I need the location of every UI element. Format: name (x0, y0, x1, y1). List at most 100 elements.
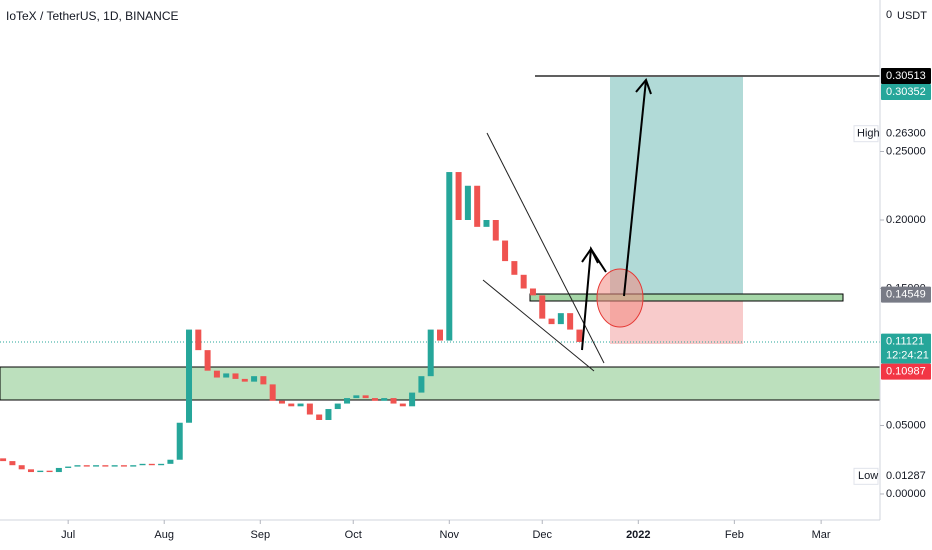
candle-body (223, 373, 230, 378)
x-tick-label: 2022 (626, 529, 650, 541)
x-tick-label: Feb (725, 529, 744, 541)
candle-body (27, 469, 34, 473)
price-marker (881, 363, 931, 380)
candle-body (55, 467, 62, 473)
candle-body (241, 378, 248, 382)
candle-body (83, 465, 90, 467)
candle-body (251, 376, 258, 382)
candle-body (344, 398, 351, 404)
x-tick-label: Dec (532, 529, 552, 541)
axis-top-label: 0 (886, 9, 892, 21)
chart-title: IoTeX / TetherUS, 1D, BINANCE (6, 9, 179, 23)
x-tick-label: Oct (345, 529, 362, 541)
candle-body (111, 465, 118, 467)
candle-body (511, 261, 518, 275)
candle-body (18, 465, 25, 470)
candle-body (176, 422, 183, 460)
candle-body (520, 274, 527, 289)
candle-body (74, 465, 81, 467)
candle-body (102, 465, 109, 467)
x-tick-label: Jul (61, 529, 75, 541)
x-tick-label: Nov (440, 529, 460, 541)
candle-body (213, 370, 220, 378)
candle-body (269, 384, 276, 401)
price-marker-label: 0.30513 (886, 70, 926, 82)
x-tick-label: Aug (154, 529, 174, 541)
candle-body (139, 463, 146, 466)
candle-body (353, 395, 360, 399)
candle-body (120, 465, 127, 467)
candle-body (446, 172, 453, 341)
price-marker-label: 0.14549 (886, 289, 926, 301)
y-tick-label: 0.00000 (886, 488, 926, 500)
candle-body (306, 403, 313, 415)
price-marker (881, 67, 931, 84)
candle-body (427, 329, 434, 377)
candle-body (362, 395, 369, 399)
candle-body (502, 240, 509, 262)
candle-body (390, 398, 397, 404)
high-value: 0.26300 (886, 128, 926, 140)
candle-body (455, 172, 462, 220)
candle-body (529, 288, 536, 296)
candle-body (464, 185, 471, 220)
entry-circle (596, 268, 644, 328)
candle-body (278, 400, 285, 404)
x-tick-label: Mar (812, 529, 831, 541)
wedge-lower (482, 279, 595, 372)
candle-body (186, 329, 193, 423)
price-marker (881, 286, 931, 303)
high-label: High (857, 128, 880, 140)
candle-body (334, 403, 341, 410)
price-marker-label: 0.10987 (886, 366, 926, 378)
candle-body (316, 414, 323, 420)
countdown-label: 12:24:21 (886, 350, 929, 362)
candle-body (9, 461, 16, 466)
candle-body (93, 465, 100, 467)
price-marker-label: 0.30352 (886, 86, 926, 98)
entry-zone (529, 293, 844, 302)
candle-body (232, 373, 239, 379)
y-tick-label: 0.25000 (886, 145, 926, 157)
candle-body (65, 466, 72, 468)
candle-body (381, 398, 388, 401)
price-marker-label: 0.11121 (886, 336, 924, 348)
arrow-big-head (635, 78, 652, 95)
candle-body (371, 398, 378, 401)
candle-body (474, 185, 481, 227)
price-marker (881, 333, 931, 364)
candle-body (130, 465, 137, 467)
candle-body (576, 329, 583, 342)
candle-body (195, 329, 202, 351)
candle-body (409, 392, 416, 407)
price-marker (881, 83, 931, 100)
low-value: 0.01287 (886, 470, 926, 482)
candle-body (567, 313, 574, 330)
low-box (853, 467, 879, 485)
currency-label: USDT (897, 10, 927, 22)
candle-body (148, 463, 155, 466)
candle-body (325, 409, 332, 420)
candle-body (37, 470, 44, 473)
candle-body (167, 459, 174, 464)
candle-body (483, 220, 490, 227)
y-tick-label: 0.05000 (886, 419, 926, 431)
candle-body (437, 329, 443, 341)
low-label: Low (858, 470, 878, 482)
candle-body (557, 313, 564, 325)
candle-body (46, 470, 53, 473)
arrow-small-head (581, 247, 599, 264)
candle-body (418, 376, 425, 393)
candle-body (399, 403, 406, 407)
candle-body (548, 318, 555, 325)
candle-body (260, 376, 267, 385)
candle-body (539, 295, 546, 319)
target-zone (610, 77, 743, 297)
y-tick-label: 0.20000 (886, 214, 926, 226)
x-tick-label: Sep (250, 529, 270, 541)
high-box (853, 125, 879, 143)
candle-body (492, 220, 499, 241)
